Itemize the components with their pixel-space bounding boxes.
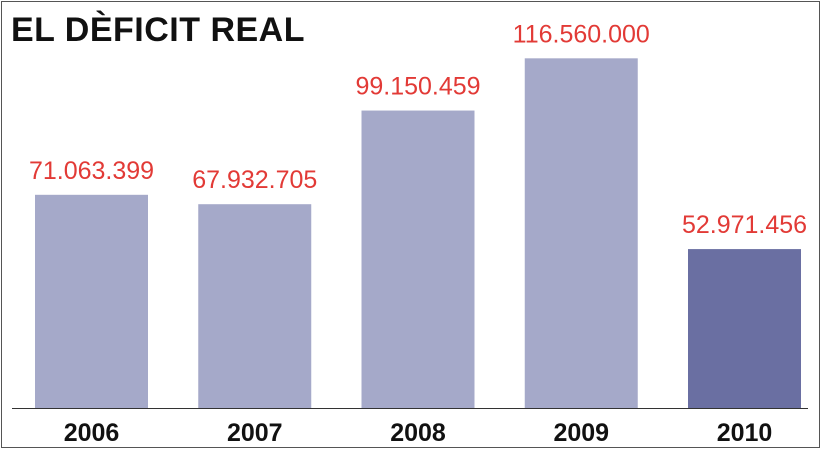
value-label-2006: 71.063.399 xyxy=(29,157,154,185)
value-label-2010: 52.971.456 xyxy=(682,211,807,239)
value-label-2008: 99.150.459 xyxy=(355,73,480,101)
value-labels-group: 71.063.399 67.932.705 99.150.459 116.560.00… xyxy=(29,20,807,239)
bar-2010 xyxy=(688,249,801,408)
value-label-2007: 67.932.705 xyxy=(192,166,317,194)
bar-2009 xyxy=(524,58,638,408)
bar-2008 xyxy=(361,110,475,409)
tick-label-2008: 2008 xyxy=(390,419,446,447)
chart-title: EL DÈFICIT REAL xyxy=(11,11,305,49)
bars-group xyxy=(35,58,801,409)
tick-labels-group: 2006 2007 2008 2009 2010 xyxy=(64,419,773,447)
value-label-2009: 116.560.000 xyxy=(513,20,650,48)
tick-label-2007: 2007 xyxy=(227,419,283,447)
tick-label-2010: 2010 xyxy=(717,419,773,447)
tick-label-2006: 2006 xyxy=(64,419,120,447)
bar-2006 xyxy=(35,194,148,408)
tick-label-2009: 2009 xyxy=(553,419,609,447)
bar-2007 xyxy=(198,204,312,408)
